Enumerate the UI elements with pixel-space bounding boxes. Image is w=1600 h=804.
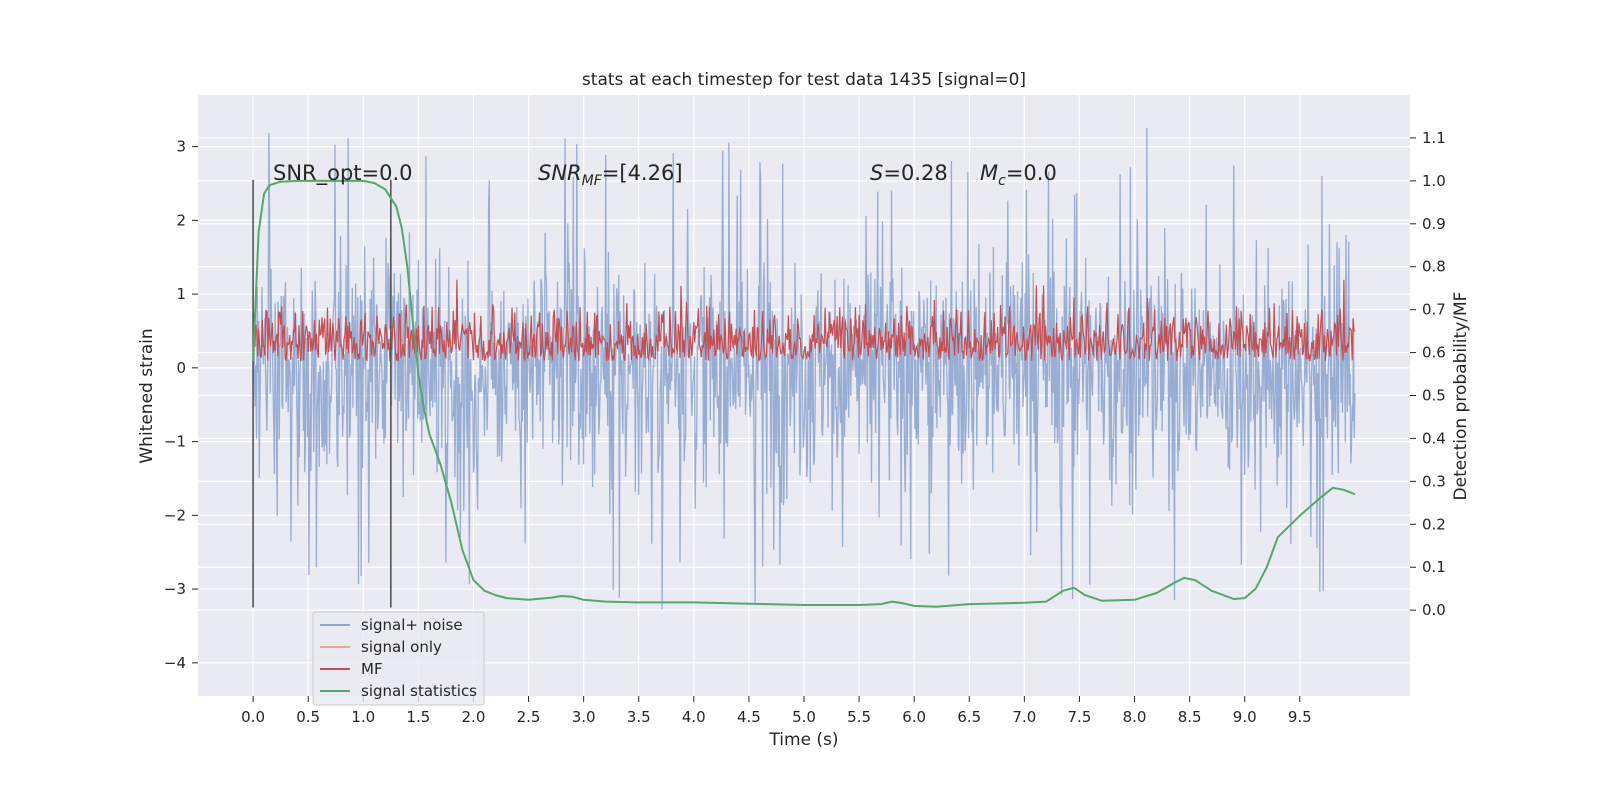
series-mf bbox=[252, 279, 1356, 363]
legend: signal+ noise signal only MF signal stat… bbox=[312, 611, 485, 706]
y-right-tick-label-1: 1.0 bbox=[1422, 172, 1446, 190]
annotation-s: S=0.28 bbox=[870, 161, 948, 185]
y-left-tick-label-0: 3 bbox=[176, 138, 186, 156]
x-tick-label-6: 3.0 bbox=[572, 708, 596, 726]
x-tick-label-19: 9.5 bbox=[1288, 708, 1312, 726]
legend-label-signal-only: signal only bbox=[361, 638, 442, 656]
y-right-tick-label-5: 0.6 bbox=[1422, 344, 1446, 362]
x-tick-label-8: 4.0 bbox=[682, 708, 706, 726]
x-tick-label-16: 8.0 bbox=[1123, 708, 1147, 726]
y-right-tick-label-2: 0.9 bbox=[1422, 215, 1446, 233]
vertical-markers bbox=[252, 179, 392, 608]
series-signal-noise bbox=[252, 128, 1356, 610]
annotation-snr-mf: SNRMF=[4.26] bbox=[538, 161, 683, 189]
annotation-snr-opt: SNR_opt=0.0 bbox=[273, 161, 413, 186]
x-tick-label-12: 6.0 bbox=[902, 708, 926, 726]
x-tick-label-9: 4.5 bbox=[737, 708, 761, 726]
x-tick-label-5: 2.5 bbox=[517, 708, 541, 726]
y-left-tick-label-7: −4 bbox=[164, 654, 186, 672]
legend-label-signal-noise: signal+ noise bbox=[361, 616, 463, 634]
mf-line bbox=[252, 279, 1356, 363]
x-tick-label-17: 8.5 bbox=[1178, 708, 1202, 726]
x-tick-label-4: 2.0 bbox=[462, 708, 486, 726]
y-left-tick-label-1: 2 bbox=[176, 211, 186, 229]
y-left-tick-label-3: 0 bbox=[176, 359, 186, 377]
y-left-tick-label-4: −1 bbox=[164, 433, 186, 451]
x-tick-label-18: 9.0 bbox=[1233, 708, 1257, 726]
y-right-tick-label-3: 0.8 bbox=[1422, 258, 1446, 276]
y-right-tick-label-7: 0.4 bbox=[1422, 429, 1446, 447]
axis-ticks: 0.0 0.5 1.0 1.5 2.0 2.5 3.0 3.5 4.0 4.5 5.0 5.5 6.0 6… bbox=[164, 129, 1446, 726]
x-tick-label-0: 0.0 bbox=[241, 708, 265, 726]
annotations: SNR_opt=0.0 SNRMF=[4.26] S=0.28 Mc=0.0 bbox=[273, 161, 1057, 189]
x-tick-label-2: 1.0 bbox=[351, 708, 375, 726]
signal-noise-line bbox=[252, 128, 1356, 610]
y-left-tick-label-6: −3 bbox=[164, 580, 186, 598]
x-tick-label-14: 7.0 bbox=[1012, 708, 1036, 726]
y-right-tick-label-0: 1.1 bbox=[1422, 129, 1446, 147]
chart-title: stats at each timestep for test data 143… bbox=[582, 70, 1026, 90]
y-right-tick-label-11: 0.0 bbox=[1422, 601, 1446, 619]
y-right-tick-label-4: 0.7 bbox=[1422, 301, 1446, 319]
y-left-tick-label-5: −2 bbox=[164, 506, 186, 524]
legend-box bbox=[312, 611, 485, 706]
x-tick-label-1: 0.5 bbox=[296, 708, 320, 726]
signal-statistics-line bbox=[252, 179, 1356, 608]
y-right-tick-label-9: 0.2 bbox=[1422, 515, 1446, 533]
x-tick-label-10: 5.0 bbox=[792, 708, 816, 726]
legend-label-signal-statistics: signal statistics bbox=[361, 682, 477, 700]
y-axis-label-left: Whitened strain bbox=[137, 328, 157, 463]
y-axis-label-right: Detection probability/MF bbox=[1451, 292, 1471, 501]
legend-label-mf: MF bbox=[361, 660, 383, 678]
x-tick-label-15: 7.5 bbox=[1068, 708, 1092, 726]
x-tick-label-7: 3.5 bbox=[627, 708, 651, 726]
x-tick-label-13: 6.5 bbox=[957, 708, 981, 726]
annotation-mc: Mc=0.0 bbox=[980, 161, 1057, 189]
y-right-tick-label-8: 0.3 bbox=[1422, 472, 1446, 490]
x-axis-label: Time (s) bbox=[768, 730, 838, 750]
x-tick-label-11: 5.5 bbox=[847, 708, 871, 726]
x-tick-label-3: 1.5 bbox=[406, 708, 430, 726]
y-right-tick-label-10: 0.1 bbox=[1422, 558, 1446, 576]
y-right-tick-label-6: 0.5 bbox=[1422, 387, 1446, 405]
series-signal-statistics bbox=[252, 179, 1356, 608]
y-left-tick-label-2: 1 bbox=[176, 285, 186, 303]
